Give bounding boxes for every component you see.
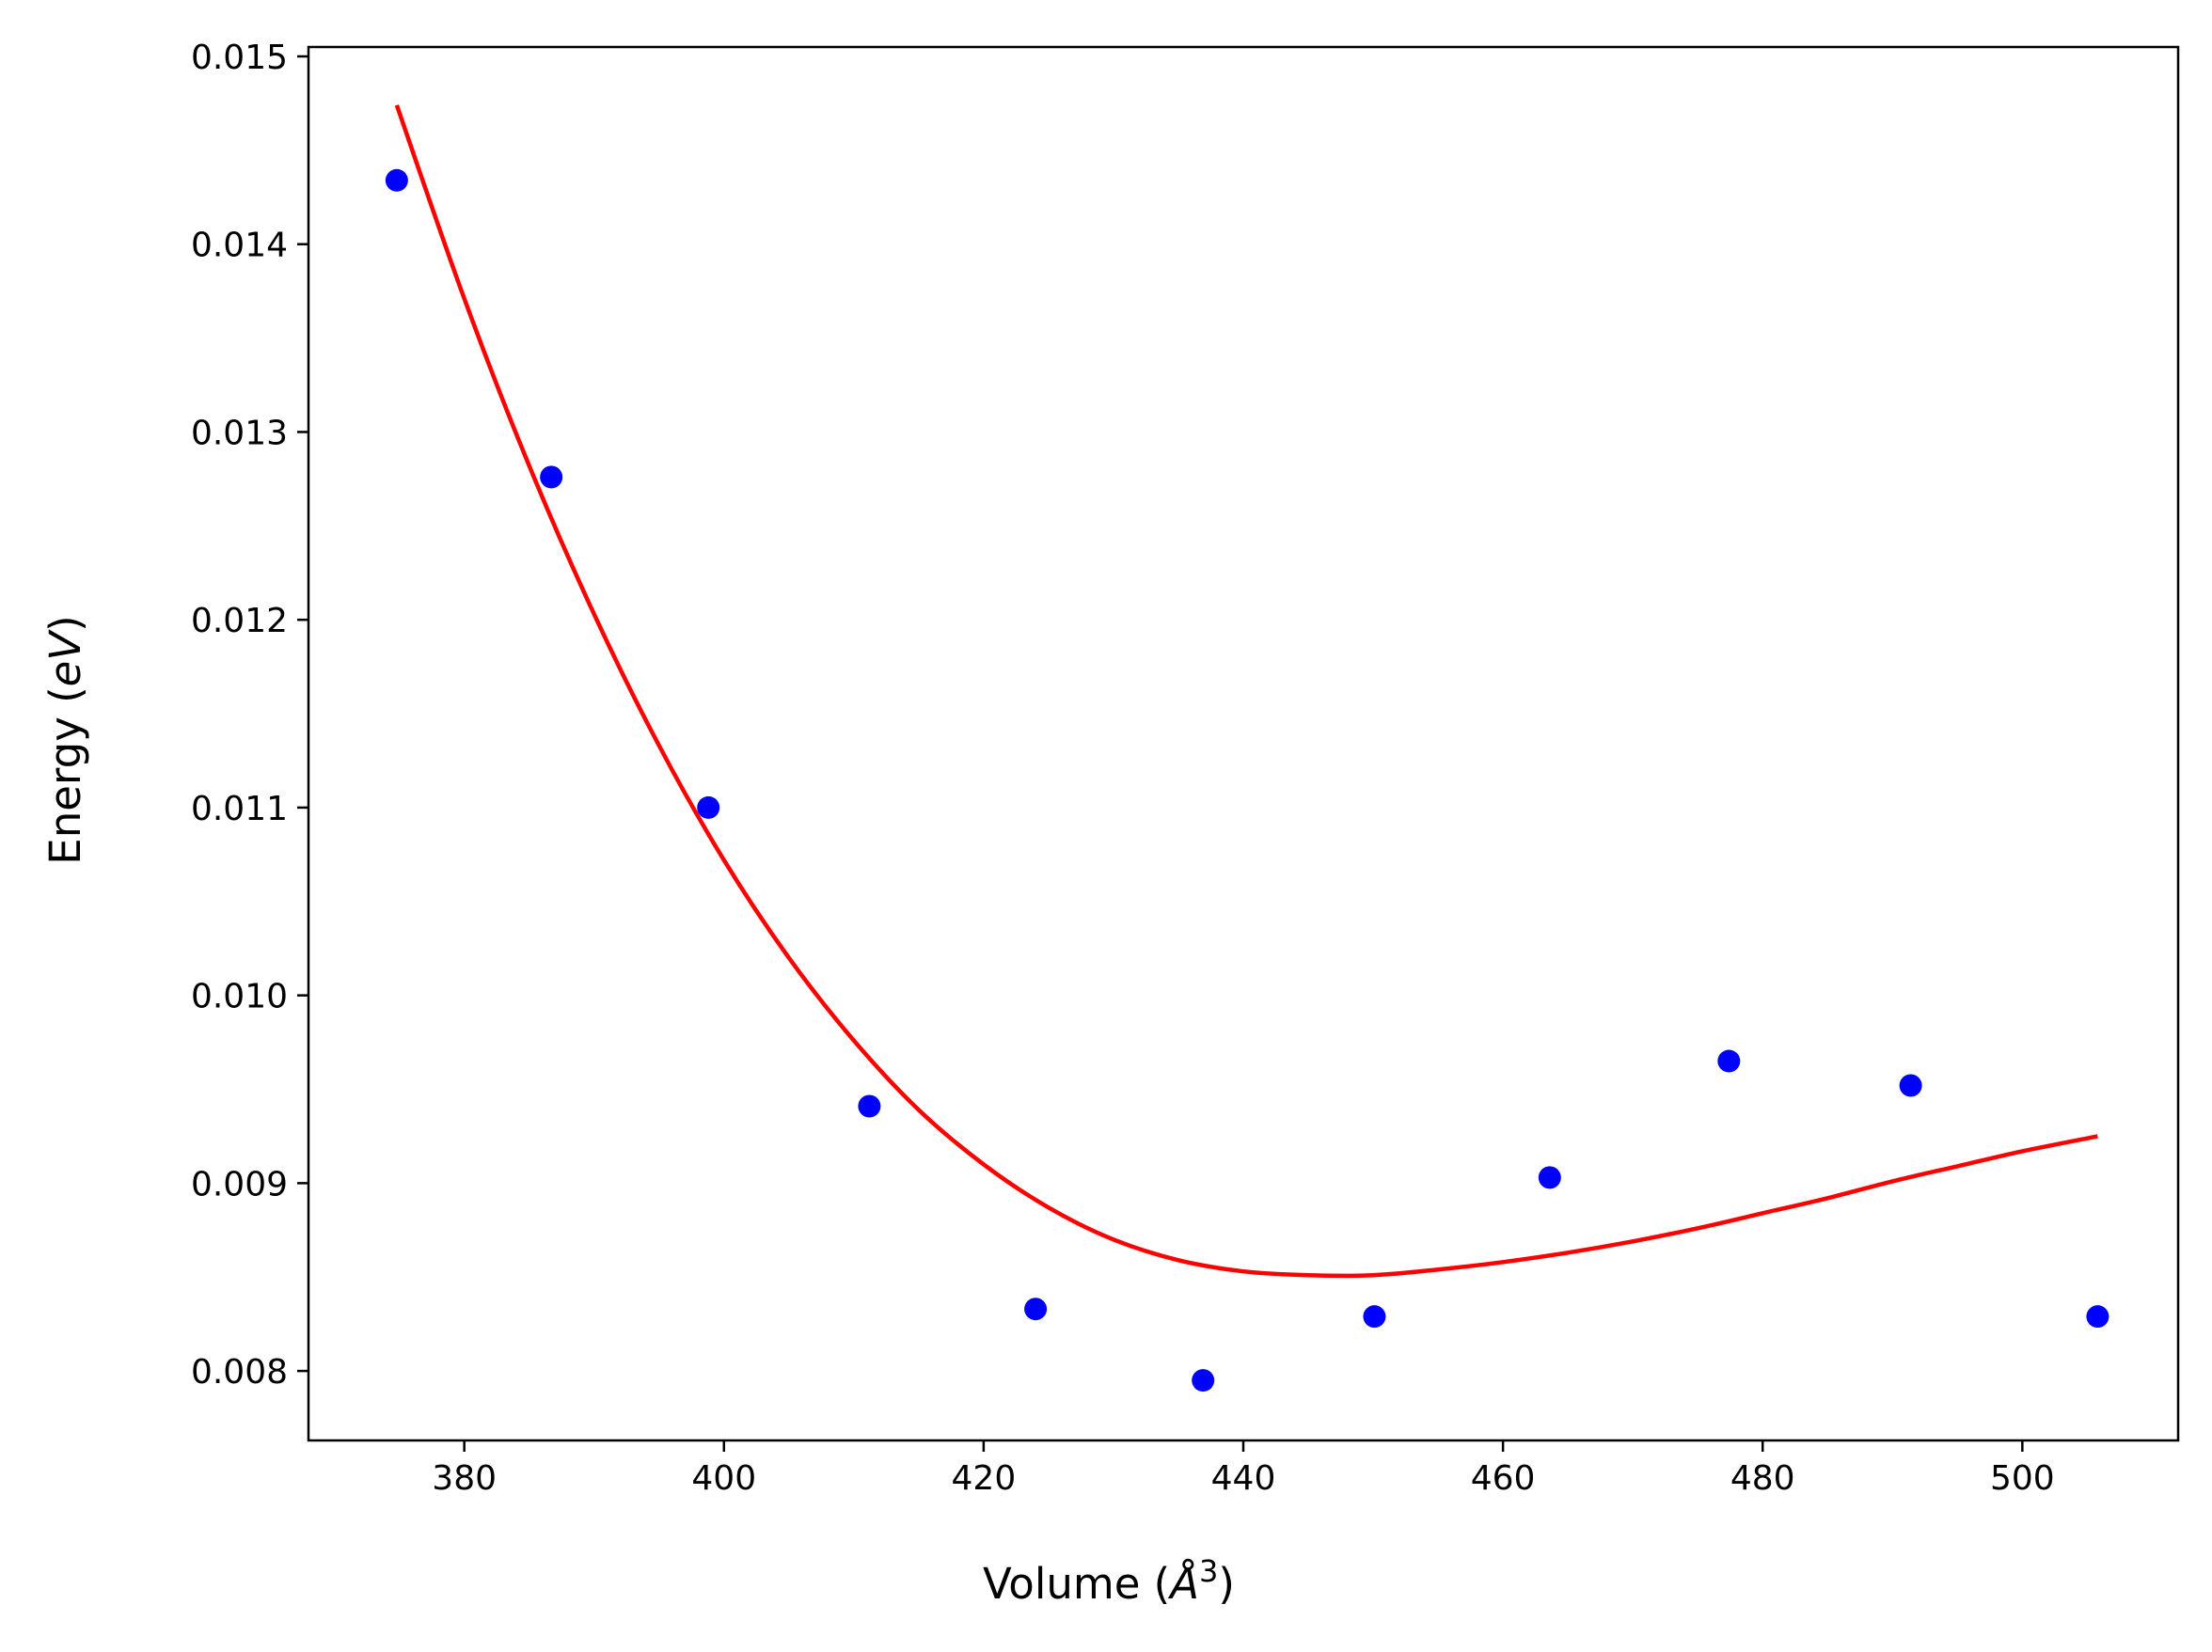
x-tick-label: 420 — [952, 1459, 1017, 1498]
y-axis-label: Energy (eV) — [40, 615, 90, 864]
y-tick-label: 0.014 — [191, 227, 288, 265]
y-axis-ticks: 0.008 0.009 0.010 0.011 0.012 0.013 0.014 0.015 — [191, 39, 308, 1392]
x-axis-label-unit: Å — [1167, 1559, 1199, 1609]
data-point — [697, 795, 720, 819]
x-tick-label: 380 — [432, 1459, 497, 1498]
data-point — [1899, 1074, 1922, 1097]
data-point — [385, 168, 408, 192]
x-tick-label: 440 — [1211, 1459, 1276, 1498]
x-axis-label-suffix: ) — [1218, 1559, 1235, 1609]
x-tick-label: 480 — [1730, 1459, 1795, 1498]
y-axis-label-unit: eV — [40, 629, 90, 687]
data-point — [2086, 1305, 2109, 1329]
y-tick-label: 0.015 — [191, 39, 288, 77]
x-tick-label: 400 — [691, 1459, 756, 1498]
x-tick-label: 500 — [1990, 1459, 2055, 1498]
data-point — [1024, 1298, 1048, 1321]
data-point — [1717, 1049, 1741, 1073]
data-point — [858, 1094, 881, 1118]
plot-frame — [307, 45, 2180, 1442]
y-tick-label: 0.009 — [191, 1165, 288, 1204]
data-point — [540, 465, 563, 489]
x-axis-label-exponent: 3 — [1199, 1553, 1218, 1589]
y-tick-label: 0.011 — [191, 790, 288, 828]
data-points — [385, 168, 2109, 1392]
data-point — [1363, 1305, 1386, 1329]
y-tick-label: 0.010 — [191, 978, 288, 1016]
x-tick-label: 460 — [1471, 1459, 1536, 1498]
y-axis-label-prefix: Energy ( — [40, 686, 90, 864]
x-axis-ticks: 380 400 420 440 460 480 500 — [432, 1440, 2055, 1498]
data-point — [1192, 1369, 1215, 1392]
y-tick-label: 0.013 — [191, 414, 288, 452]
data-point — [1538, 1166, 1561, 1189]
x-axis-label: Volume (Å3) — [983, 1553, 1235, 1609]
fit-curve — [394, 104, 2098, 1279]
y-axis-label-suffix: ) — [40, 615, 90, 632]
y-tick-label: 0.008 — [191, 1353, 288, 1392]
y-tick-label: 0.012 — [191, 602, 288, 640]
x-axis-label-prefix: Volume ( — [983, 1559, 1170, 1609]
